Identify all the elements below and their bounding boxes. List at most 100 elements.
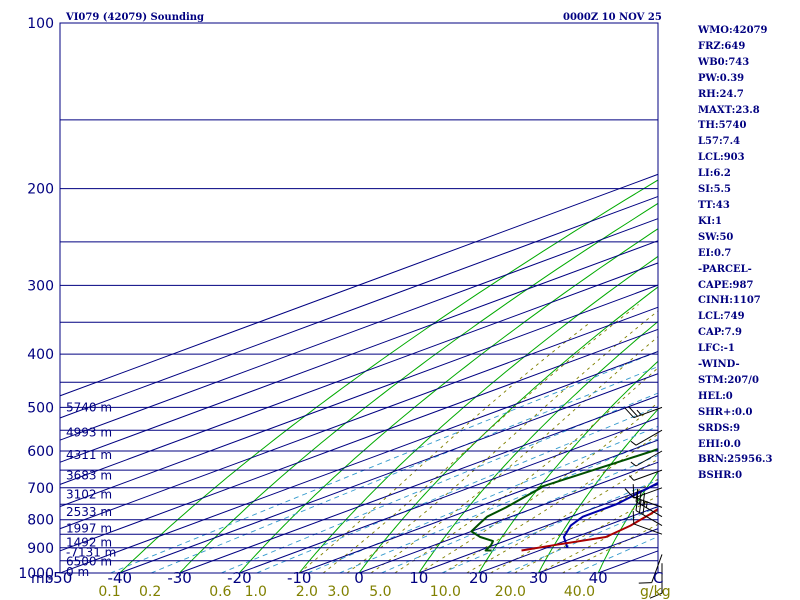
wind-barb-feather [635,488,639,502]
sounding-indices-panel: WMO:42079 FRZ:649 WB0:743 PW:0.39 RH:24.7 MAX… [698,23,772,484]
pressure-label: 500 [27,400,54,416]
mixing-ratio-unit: g/kg [640,584,671,600]
wind-barb [624,406,663,419]
plot-background [60,23,658,573]
parcel-profile-line [521,507,658,552]
temperature-tick-label: 30 [529,569,548,587]
wind-barb [635,497,663,527]
index-item: FRZ:649 [698,40,746,52]
index-item: SI:5.5 [698,184,731,196]
index-item: EI:0.7 [698,247,732,259]
height-label: 0 m [66,565,89,579]
sounding-time: 0000Z 10 NOV 25 [563,12,662,23]
pressure-label: 400 [27,347,54,363]
isotherm-line [60,240,658,463]
isotherm-line [60,306,658,530]
height-label: 1492 m [66,536,112,550]
wind-barbs [624,406,663,599]
index-item: CINH:1107 [698,295,761,307]
sounding-profiles [470,447,658,552]
mixing-ratio-label: 40.0 [564,584,595,600]
index-item: L57:7.4 [698,136,741,148]
wind-barb-staff [633,469,663,481]
isotherm-line [60,195,658,419]
isotherm-line [60,284,658,508]
wind-barb-staff [635,510,663,527]
wind-barb-feather [624,488,635,499]
moist-adiabat-line [298,321,591,573]
isotherm-line [299,439,658,573]
pressure-label: 100 [27,16,54,32]
mixing-ratio-label: 3.0 [327,584,349,600]
height-label: 5740 m [66,400,112,414]
index-item: HEL:0 [698,390,733,402]
height-label: 3683 m [66,469,112,483]
temperature-tick-label: 0 [354,569,364,587]
wind-barb [649,563,663,599]
moist-adiabat-line [394,367,658,573]
height-label: 1997 m [66,522,112,536]
pressure-label: 200 [27,182,54,198]
mixing-ratio-label: 10.0 [430,584,461,600]
index-item: SRDS:9 [698,422,741,434]
temperature-tick-label: -40 [108,569,133,587]
wind-barb-staff [635,501,663,518]
temperature-axis-labels: -50 -40 -30 -20 -10 0 10 20 30 40 [48,569,608,587]
station-title: VI079 (42079) Sounding [65,12,204,23]
isotherm-line [239,417,658,573]
moist-adiabat-line [370,336,658,573]
height-labels: 5740 m 4993 m 4311 m 3683 m 3102 m 2533 m 1997… [66,400,116,578]
wind-barb-feather [638,582,652,584]
temperature-tick-label: -20 [227,569,252,587]
index-item: BRN:25956.3 [698,454,773,466]
wind-barb-half-feather [636,409,642,416]
wind-barb-staff [633,496,663,508]
mixing-ratio-label: 0.6 [209,584,231,600]
pressure-label: 700 [27,481,54,497]
wind-barb-feather [632,484,635,498]
height-label: 6500 m [66,554,112,568]
temperature-tick-label: 10 [409,569,428,587]
temperature-tick-label: -30 [167,569,192,587]
height-label: -7131 m [66,546,116,560]
mixing-ratio-label: 2.0 [296,584,318,600]
wind-barb-half-feather [630,461,637,467]
index-item: CAP:7.9 [698,327,742,339]
temperature-tick-label: 40 [589,569,608,587]
dewpoint-profile-line [470,447,658,552]
wind-barb [632,510,663,535]
wind-barb-feather [649,592,663,599]
height-label: 3102 m [66,488,112,502]
wind-barb-staff [635,450,663,467]
isotherm-line [60,218,658,441]
height-label: 2533 m [66,505,112,519]
wind-barb-feather [632,510,635,524]
isotherm-line [119,373,658,573]
wind-barb [624,487,663,499]
pressure-label: 600 [27,444,54,460]
temperature-tick-label: 20 [469,569,488,587]
index-item: WB0:743 [698,56,750,68]
index-item: LCL:749 [698,311,745,323]
mixing-ratio-label: 1.0 [245,584,267,600]
isotherm-line [60,173,658,397]
wind-barb-half-feather [630,440,637,446]
temperature-tick-label: -10 [287,569,312,587]
wind-barb-staff [651,554,663,583]
index-item: MAXT:23.8 [698,104,760,116]
isotherm-line [60,262,658,485]
plot-frame [59,22,659,574]
dry-adiabat-line [778,23,800,573]
index-item: SW:50 [698,231,734,243]
wind-barb [638,554,663,584]
wind-barb [632,484,663,508]
wind-barb-staff [635,429,663,446]
isotherms [60,173,658,573]
wind-barb-feather [628,406,638,417]
index-item: LCL:903 [698,152,745,164]
index-item: KI:1 [698,215,723,227]
isotherm-line [358,461,658,573]
wind-barb-half-feather [629,475,635,481]
wind-barb-feather [635,497,639,511]
